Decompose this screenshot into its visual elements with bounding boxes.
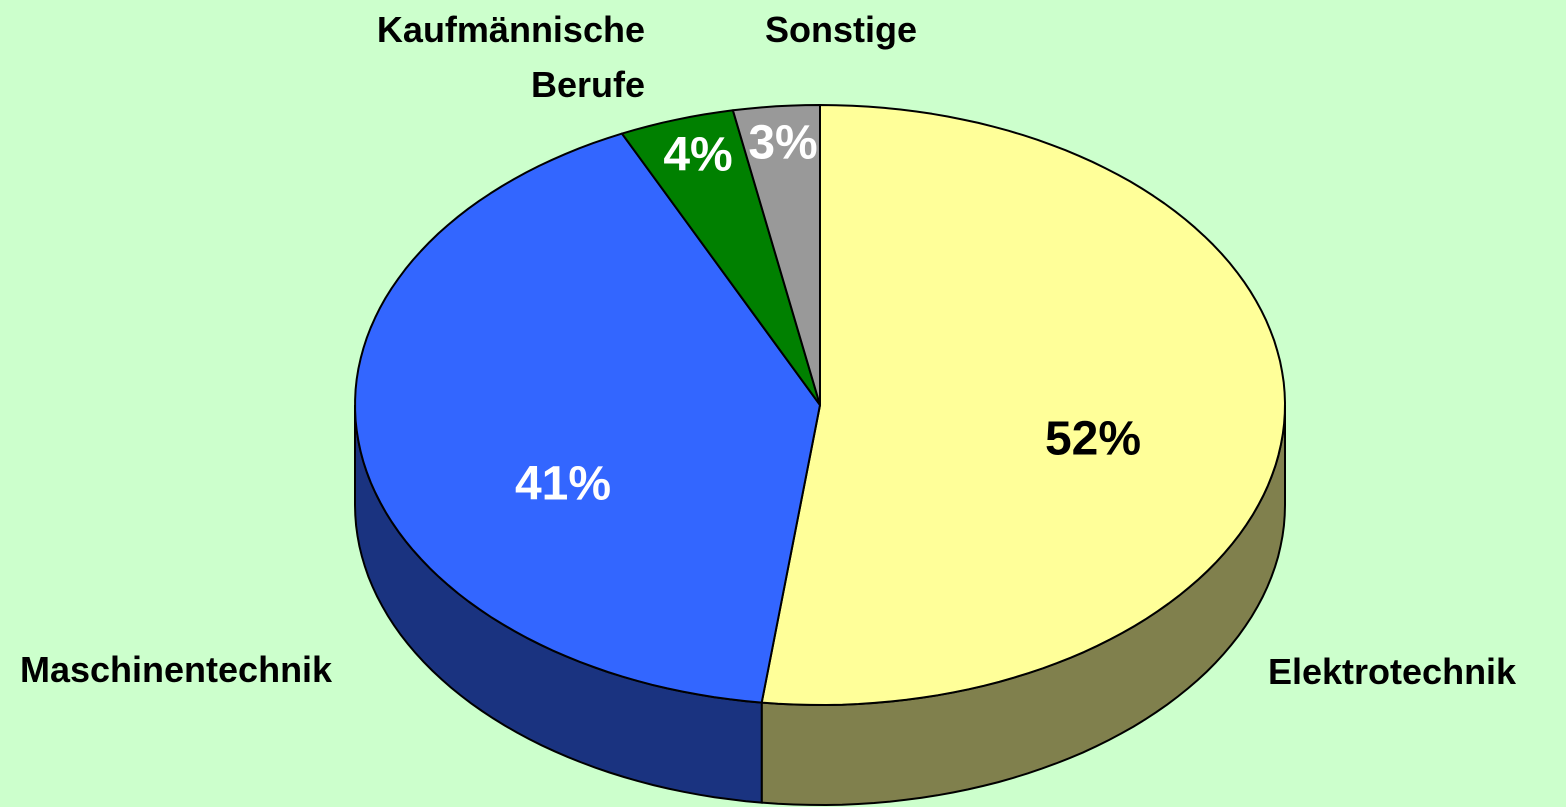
value-label: 52% [1045,413,1141,466]
category-label: Kaufmännische Berufe [376,9,645,105]
value-label: 41% [515,458,611,511]
pie-slice [354,132,821,704]
pie-slice [731,104,821,406]
category-label: Maschinentechnik [20,649,333,690]
category-label: Sonstige [765,9,918,50]
category-label: Elektrotechnik [1268,651,1517,692]
pie-slice [760,104,1286,706]
value-label: 3% [748,117,817,170]
value-label: 4% [663,129,732,182]
pie-slice [621,109,821,406]
